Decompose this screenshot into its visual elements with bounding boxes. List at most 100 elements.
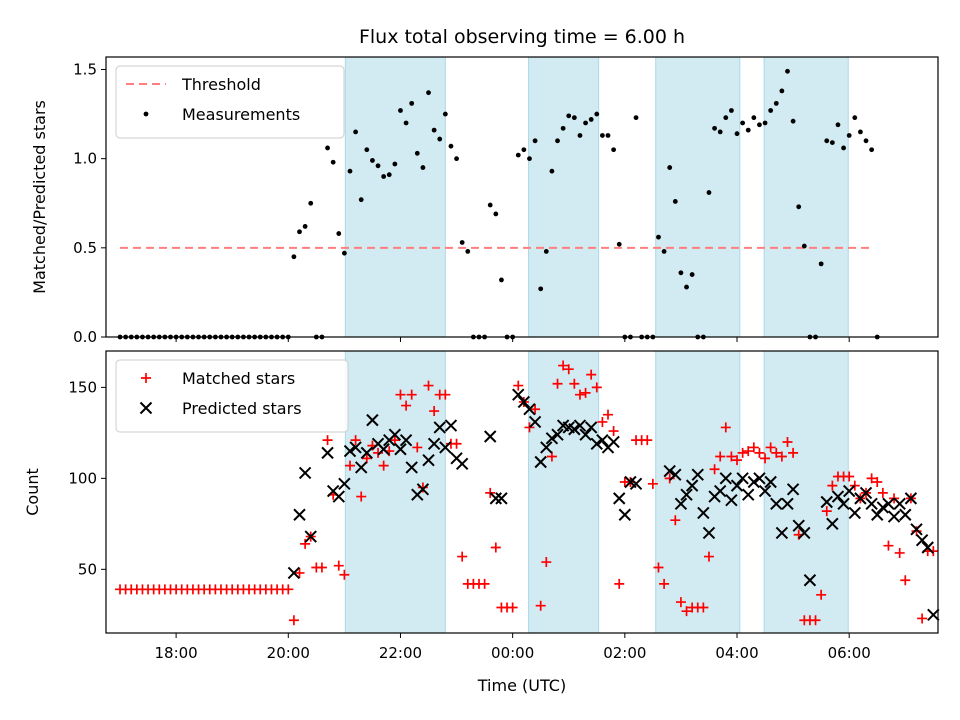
- measurement-point: [381, 174, 387, 179]
- predicted-point: [702, 526, 716, 540]
- measurement-point: [594, 111, 600, 117]
- matched-point: [563, 364, 574, 375]
- x-tick-label: 22:00: [379, 644, 422, 662]
- matched-point: [283, 584, 294, 595]
- measurement-point: [302, 224, 308, 229]
- measurement-point: [656, 234, 661, 240]
- matched-point: [681, 606, 692, 617]
- matched-point: [316, 562, 327, 573]
- predicted-point: [293, 508, 306, 521]
- measurement-point: [661, 248, 667, 254]
- y-tick-label: 100: [68, 469, 97, 487]
- measurement-point: [858, 129, 863, 135]
- measurement-point: [583, 120, 588, 126]
- measurement-point: [717, 129, 723, 135]
- measurement-point: [375, 163, 381, 169]
- matched-point: [849, 480, 860, 491]
- measurement-point: [392, 161, 398, 167]
- measurement-point: [757, 122, 762, 128]
- predicted-point: [865, 497, 878, 511]
- measurement-point: [667, 165, 673, 170]
- measurement-point: [852, 115, 858, 121]
- measurement-point: [729, 108, 734, 113]
- matched-point: [748, 442, 759, 453]
- matched-point: [737, 447, 748, 458]
- predicted-point: [921, 541, 934, 554]
- matched-point: [726, 451, 737, 462]
- measurement-point: [560, 125, 566, 131]
- matched-point: [541, 557, 552, 568]
- measurement-point: [549, 168, 555, 174]
- predicted-point: [887, 510, 901, 523]
- matched-point: [490, 542, 501, 553]
- predicted-point: [831, 490, 845, 503]
- observing-window: [528, 350, 600, 634]
- predicted-point: [489, 492, 503, 505]
- y-tick-label: 1.5: [73, 60, 97, 78]
- predicted-point: [910, 523, 923, 536]
- predicted-point: [360, 446, 374, 460]
- measurement-point: [420, 165, 426, 170]
- series-predicted-stars: [287, 388, 940, 622]
- matched-point: [423, 380, 434, 391]
- matched-point: [788, 447, 799, 458]
- legend: Threshold Measurements: [115, 65, 345, 139]
- predicted-point: [691, 468, 704, 481]
- measurement-point: [297, 229, 302, 235]
- matched-point: [732, 455, 743, 466]
- predicted-point: [349, 441, 362, 454]
- predicted-point: [674, 497, 688, 511]
- measurement-point: [521, 147, 527, 153]
- matched-point: [406, 389, 417, 400]
- predicted-point: [455, 457, 469, 471]
- matched-point: [877, 487, 888, 498]
- predicted-point: [439, 441, 452, 454]
- matched-point: [709, 464, 720, 475]
- measurement-point: [577, 133, 583, 138]
- measurement-point: [493, 211, 499, 217]
- measurement-point: [454, 156, 459, 162]
- matched-point: [810, 615, 821, 626]
- predicted-point: [764, 475, 777, 489]
- measurement-point: [555, 138, 560, 144]
- measurement-point: [841, 145, 846, 151]
- matched-point: [776, 451, 787, 462]
- predicted-point: [663, 464, 676, 478]
- measurement-point: [706, 190, 712, 195]
- matched-point: [300, 538, 311, 549]
- matched-point: [894, 547, 905, 558]
- measurement-point: [571, 115, 577, 121]
- legend-label: Threshold: [181, 75, 261, 94]
- predicted-point: [736, 472, 749, 485]
- x-tick-label: 04:00: [715, 644, 758, 662]
- predicted-point: [332, 490, 345, 503]
- ratio-panel: 0.0 0.5 1.0 1.5 Matched/Predicted stars Thres…: [30, 56, 939, 346]
- matched-point: [675, 597, 686, 608]
- predicted-point: [433, 421, 446, 434]
- predicted-point: [399, 433, 413, 447]
- matched-point: [552, 378, 563, 389]
- legend-matched-symbol: [141, 373, 151, 383]
- matched-point: [698, 602, 709, 613]
- predicted-point: [685, 479, 699, 492]
- matched-point: [608, 426, 619, 437]
- predicted-point: [304, 530, 317, 543]
- measurement-point: [740, 120, 746, 126]
- legend-measurement-symbol: [143, 111, 149, 117]
- predicted-point: [590, 437, 603, 450]
- matched-point: [872, 476, 883, 487]
- predicted-point: [798, 526, 811, 540]
- legend-box: [115, 65, 345, 139]
- observing-window: [655, 56, 741, 338]
- matched-point: [653, 562, 664, 573]
- measurement-point: [605, 133, 611, 138]
- predicted-point: [607, 435, 620, 449]
- measurement-point: [611, 147, 617, 153]
- predicted-point: [405, 461, 418, 474]
- predicted-point: [523, 403, 536, 416]
- predicted-point: [422, 453, 435, 467]
- predicted-point: [747, 475, 761, 489]
- predicted-point: [820, 495, 833, 509]
- measurement-point: [863, 138, 869, 144]
- matched-point: [889, 493, 900, 504]
